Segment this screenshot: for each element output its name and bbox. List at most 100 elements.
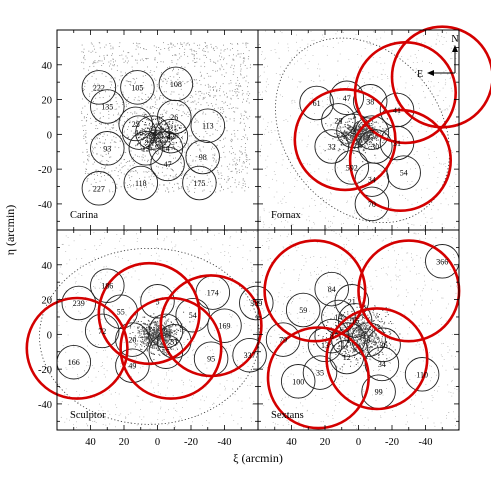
star-point (359, 144, 361, 146)
star-point (361, 138, 363, 140)
star-point (345, 121, 347, 123)
star-point (179, 419, 180, 421)
star-point (151, 84, 153, 86)
star-point (352, 136, 354, 138)
star-point (363, 128, 365, 130)
star-point (175, 306, 177, 308)
star-point (177, 133, 179, 135)
star-point (158, 130, 160, 132)
star-point (329, 179, 331, 181)
star-point (286, 216, 288, 217)
star-point (143, 332, 145, 334)
star-point (370, 138, 372, 140)
star-point (237, 364, 239, 366)
star-point (158, 117, 160, 119)
star-point (143, 327, 145, 329)
star-point (158, 324, 160, 326)
star-point (193, 319, 195, 320)
star-point (240, 68, 242, 70)
star-point (363, 131, 365, 132)
star-point (158, 134, 160, 135)
star-point (377, 175, 379, 176)
star-point (98, 42, 100, 44)
star-point (142, 133, 144, 134)
star-point (129, 84, 131, 85)
star-point (58, 383, 60, 385)
star-point (173, 44, 174, 46)
star-point (357, 134, 359, 136)
star-point (139, 141, 141, 143)
star-point (157, 325, 158, 326)
star-point (226, 181, 228, 183)
star-point (170, 347, 172, 349)
star-point (174, 330, 176, 332)
star-point (174, 330, 176, 331)
star-point (204, 254, 206, 255)
star-points (39, 30, 460, 431)
star-point (234, 135, 236, 137)
star-point (374, 138, 376, 140)
star-point (96, 352, 98, 354)
star-point (283, 120, 285, 121)
star-point (266, 86, 267, 88)
star-point (341, 135, 343, 136)
star-point (201, 74, 202, 76)
star-point (90, 122, 92, 124)
star-point (163, 326, 165, 328)
star-point (182, 135, 183, 137)
star-point (104, 143, 105, 145)
star-point (246, 100, 247, 102)
star-point (158, 128, 160, 129)
star-point (115, 404, 116, 406)
star-point (230, 344, 231, 346)
star-point (209, 95, 211, 97)
star-point (138, 326, 140, 328)
star-point (357, 124, 359, 126)
star-point (132, 161, 134, 162)
star-point (115, 60, 116, 62)
star-point (339, 150, 340, 152)
star-point (141, 349, 143, 350)
star-point (145, 49, 147, 50)
star-point (65, 296, 66, 298)
star-point (85, 120, 87, 122)
star-point (372, 87, 374, 89)
star-point (176, 125, 178, 127)
star-point (309, 164, 311, 166)
star-point (164, 133, 166, 135)
star-point (152, 134, 154, 136)
star-point (147, 127, 149, 129)
star-point (327, 99, 328, 100)
star-point (122, 58, 124, 60)
star-point (174, 137, 176, 139)
star-point (151, 332, 153, 334)
star-point (137, 343, 139, 345)
star-point (157, 166, 159, 168)
star-point (319, 68, 321, 70)
star-point (224, 389, 226, 391)
star-point (82, 151, 84, 153)
star-point (307, 181, 308, 182)
star-point (263, 58, 265, 60)
star-point (158, 153, 160, 155)
star-point (278, 57, 280, 59)
star-point (94, 90, 96, 91)
star-point (251, 269, 253, 271)
star-point (360, 126, 361, 128)
star-point (133, 326, 135, 328)
star-point (382, 218, 384, 219)
star-point (330, 125, 331, 127)
star-point (105, 75, 107, 77)
star-point (112, 191, 114, 193)
star-point (245, 44, 247, 46)
star-point (428, 154, 429, 156)
star-point (239, 83, 240, 84)
star-point (349, 135, 351, 137)
star-point (140, 133, 142, 135)
star-point (174, 183, 175, 185)
star-point (191, 81, 192, 83)
star-point (142, 341, 144, 343)
star-point (160, 142, 161, 144)
star-point (82, 98, 83, 100)
star-point (157, 123, 159, 124)
